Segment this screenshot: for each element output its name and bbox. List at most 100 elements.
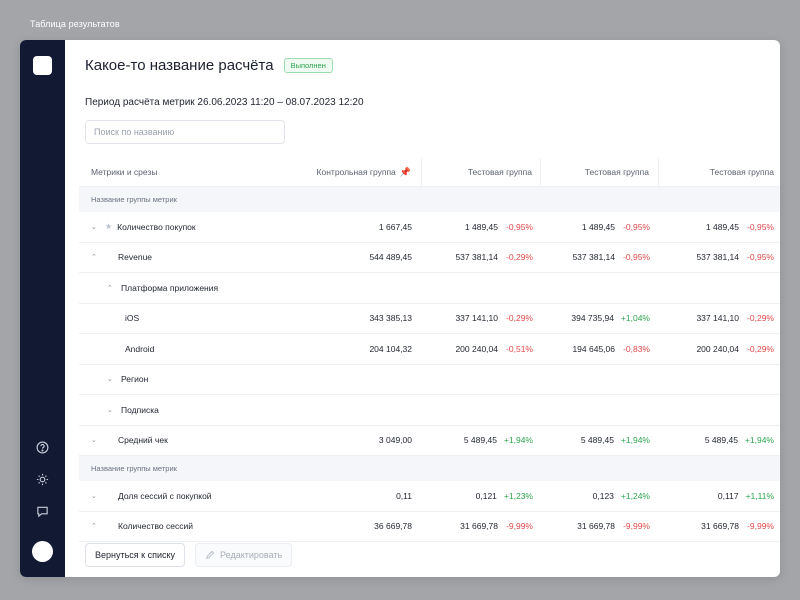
test-diff: -9,99% — [506, 521, 533, 532]
control-value: 3 049,00 — [378, 435, 412, 446]
header-metrics: Метрики и срезы — [91, 167, 158, 177]
control-value: 0,11 — [396, 490, 412, 501]
chevron-down-icon[interactable]: ⌄ — [91, 437, 97, 445]
test-value: 1 489,45 — [581, 221, 615, 232]
status-badge: Выполнен — [283, 58, 333, 73]
table-row[interactable]: ⌄ Подписка — [79, 395, 780, 426]
table-row[interactable]: ⌃ Количество сессий 36 669,78 31 669,78 -9… — [79, 512, 780, 542]
table-row[interactable]: ⌄ Средний чек 3 049,00 5 489,45 +1,94% 5 4… — [79, 426, 780, 456]
control-value: 544 489,45 — [369, 252, 412, 263]
metric-group-header: Название группы метрик — [79, 187, 780, 212]
test-value: 0,123 — [592, 490, 614, 501]
app-window: Какое-то название расчёта Выполнен Перио… — [20, 40, 780, 577]
table-row[interactable]: ⌃ Revenue 544 489,45 537 381,14 -0,29% 537… — [79, 243, 780, 273]
help-icon[interactable] — [35, 440, 50, 455]
chevron-down-icon[interactable]: ⌄ — [91, 492, 97, 500]
test-diff: +1,94% — [503, 435, 533, 446]
test-value: 1 489,45 — [705, 221, 739, 232]
test-value: 31 669,78 — [701, 521, 739, 532]
test-value: 337 141,10 — [696, 313, 739, 324]
test-value: 537 381,14 — [455, 252, 498, 263]
test-value: 31 669,78 — [577, 521, 615, 532]
control-value: 36 669,78 — [374, 521, 412, 532]
search-input[interactable] — [85, 120, 285, 144]
table-header: Метрики и срезы Контрольная группа 📌 Тес… — [79, 158, 780, 187]
page-title: Какое-то название расчёта — [85, 57, 274, 74]
test-value: 1 489,45 — [464, 221, 498, 232]
chevron-down-icon[interactable]: ⌄ — [107, 406, 113, 414]
chevron-up-icon[interactable]: ⌃ — [107, 284, 113, 292]
slice-name: Платформа приложения — [121, 282, 219, 293]
chevron-up-icon[interactable]: ⌃ — [91, 523, 97, 531]
test-diff: +1,11% — [745, 490, 774, 501]
test-diff: -0,83% — [623, 343, 650, 354]
test-value: 0,117 — [717, 490, 739, 501]
test-value: 394 735,94 — [571, 313, 614, 324]
metric-name: Revenue — [118, 252, 153, 263]
pencil-icon — [206, 550, 215, 559]
test-diff: +1,04% — [620, 313, 650, 324]
sun-icon[interactable] — [35, 472, 50, 487]
test-value: 5 489,45 — [463, 435, 497, 446]
test-value: 31 669,78 — [460, 521, 498, 532]
slice-value-name: iOS — [125, 313, 140, 324]
test-diff: -0,29% — [506, 313, 533, 324]
results-table: Метрики и срезы Контрольная группа 📌 Тес… — [79, 158, 780, 542]
control-value: 1 667,45 — [378, 221, 412, 232]
chevron-up-icon[interactable]: ⌃ — [91, 254, 97, 262]
header-control-group[interactable]: Контрольная группа 📌 — [291, 158, 422, 186]
test-diff: +1,94% — [744, 435, 774, 446]
chevron-down-icon[interactable]: ⌄ — [107, 376, 113, 384]
star-icon[interactable]: ★ — [105, 222, 113, 232]
pin-icon[interactable]: 📌 — [399, 166, 411, 177]
table-row[interactable]: iOS 343 385,13 337 141,10 -0,29% 394 735,… — [79, 304, 780, 334]
table-row[interactable]: ⌃ Платформа приложения — [79, 273, 780, 304]
chevron-down-icon[interactable]: ⌄ — [91, 223, 97, 231]
test-value: 200 240,04 — [455, 343, 498, 354]
edit-button[interactable]: Редактировать — [195, 543, 293, 567]
main-content: Какое-то название расчёта Выполнен Перио… — [65, 40, 780, 577]
calculation-period: Период расчёта метрик 26.06.2023 11:20 –… — [85, 97, 364, 108]
test-value: 337 141,10 — [455, 313, 498, 324]
test-diff: +1,23% — [503, 490, 533, 501]
slice-name: Регион — [121, 374, 149, 385]
test-diff: -9,99% — [747, 521, 774, 532]
table-row[interactable]: Android 204 104,32 200 240,04 -0,51% 194 … — [79, 334, 780, 365]
table-row[interactable]: ⌄ ★ Количество покупок 1 667,45 1 489,45 -0… — [79, 212, 780, 243]
edit-button-label: Редактировать — [220, 550, 283, 560]
test-diff: -0,95% — [506, 221, 533, 232]
header-control-label: Контрольная группа — [316, 167, 396, 177]
table-row[interactable]: ⌄ Доля сессий с покупкой 0,11 0,121 +1,23%… — [79, 481, 780, 512]
metric-name: Количество сессий — [118, 521, 193, 532]
header-test-group-2: Тестовая группа — [541, 158, 659, 186]
test-diff: +1,94% — [620, 435, 650, 446]
test-value: 194 645,06 — [572, 343, 615, 354]
test-diff: -0,95% — [747, 221, 774, 232]
metric-group-label: Название группы метрик — [91, 464, 177, 473]
test-diff: -0,95% — [747, 252, 774, 263]
test-diff: -0,51% — [506, 343, 533, 354]
test-value: 200 240,04 — [696, 343, 739, 354]
control-value: 343 385,13 — [369, 313, 412, 324]
test-diff: +1,24% — [620, 490, 650, 501]
metric-name: Количество покупок — [117, 221, 196, 232]
test-diff: -0,29% — [747, 343, 774, 354]
avatar[interactable] — [32, 541, 53, 562]
control-value: 204 104,32 — [369, 343, 412, 354]
chat-icon[interactable] — [35, 504, 50, 519]
slice-name: Подписка — [121, 404, 159, 415]
header-test-group-1: Тестовая группа — [422, 158, 541, 186]
back-to-list-button[interactable]: Вернуться к списку — [85, 543, 186, 567]
footer-actions: Вернуться к списку Редактировать — [85, 543, 293, 567]
test-diff: -0,29% — [506, 252, 533, 263]
test-value: 537 381,14 — [696, 252, 739, 263]
test-value: 5 489,45 — [704, 435, 738, 446]
slice-value-name: Android — [125, 343, 155, 354]
frame-caption: Таблица результатов — [30, 19, 120, 29]
metric-name: Доля сессий с покупкой — [118, 490, 212, 501]
metric-group-header: Название группы метрик — [79, 456, 780, 481]
test-diff: -0,29% — [747, 313, 774, 324]
app-logo[interactable] — [33, 56, 52, 75]
test-value: 537 381,14 — [572, 252, 615, 263]
table-row[interactable]: ⌄ Регион — [79, 365, 780, 395]
